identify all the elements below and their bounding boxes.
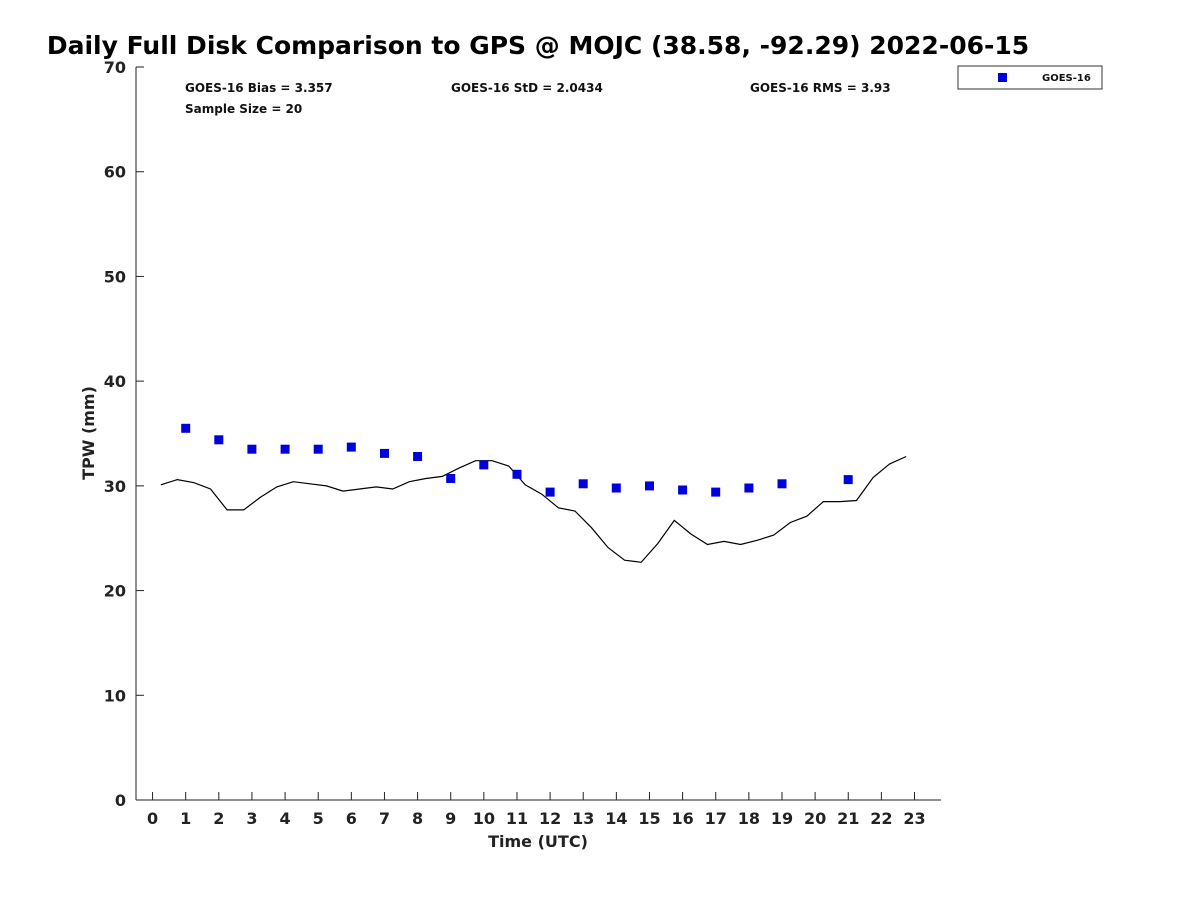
goes16-point-9 [479, 460, 489, 470]
legend-box [957, 65, 1103, 90]
x-tick-label-16: 16 [671, 809, 693, 828]
bias-stat: GOES-16 Bias = 3.357 [185, 81, 333, 95]
y-tick-label-40: 40 [104, 372, 126, 391]
y-tick-label-20: 20 [104, 582, 126, 601]
rms-stat: GOES-16 RMS = 3.93 [750, 81, 891, 95]
x-tick-label-5: 5 [313, 809, 324, 828]
x-tick-label-17: 17 [705, 809, 727, 828]
x-tick-label-4: 4 [280, 809, 291, 828]
x-ticks: 0 1 2 3 4 5 6 7 8 9 10 11 12 13 14 15 16 17 18 19 20 21 22 23 [147, 792, 926, 828]
x-tick-label-21: 21 [837, 809, 859, 828]
x-axis-label: Time (UTC) [488, 832, 588, 851]
goes16-point-3 [280, 444, 290, 454]
x-tick-label-9: 9 [445, 809, 456, 828]
x-tick-label-11: 11 [506, 809, 528, 828]
y-axis-label: TPW (mm) [79, 386, 98, 480]
std-stat: GOES-16 StD = 2.0434 [451, 81, 603, 95]
goes16-point-2 [247, 444, 257, 454]
x-tick-label-12: 12 [539, 809, 561, 828]
goes16-point-5 [346, 442, 356, 452]
x-tick-label-1: 1 [180, 809, 191, 828]
y-tick-label-70: 70 [104, 58, 126, 77]
x-tick-label-22: 22 [870, 809, 892, 828]
x-tick-label-13: 13 [572, 809, 594, 828]
goes16-point-13 [611, 483, 621, 493]
x-tick-label-20: 20 [804, 809, 826, 828]
goes16-point-16 [711, 487, 721, 497]
x-tick-label-8: 8 [412, 809, 423, 828]
y-tick-label-30: 30 [104, 477, 126, 496]
goes16-points [181, 423, 853, 497]
x-tick-label-0: 0 [147, 809, 158, 828]
goes16-point-12 [578, 479, 588, 489]
y-tick-label-10: 10 [104, 686, 126, 705]
goes16-point-19 [843, 475, 853, 485]
sample-size-stat: Sample Size = 20 [185, 102, 302, 116]
goes16-point-4 [313, 444, 323, 454]
goes16-point-8 [446, 474, 456, 483]
gps-tpw-line [160, 455, 907, 563]
x-tick-label-2: 2 [213, 809, 224, 828]
y-tick-label-60: 60 [104, 163, 126, 182]
gps-line-layer [160, 455, 907, 563]
legend-label: GOES-16 [1042, 73, 1091, 84]
x-tick-label-7: 7 [379, 809, 390, 828]
x-tick-label-15: 15 [638, 809, 660, 828]
goes16-point-6 [380, 448, 389, 458]
goes16-point-11 [545, 487, 555, 497]
x-tick-label-14: 14 [605, 809, 627, 828]
legend-marker [998, 73, 1007, 82]
legend: GOES-16 [957, 65, 1103, 90]
goes16-point-14 [645, 481, 654, 491]
goes16-point-10 [512, 469, 522, 479]
y-tick-label-50: 50 [104, 267, 126, 286]
goes16-point-1 [214, 435, 224, 445]
x-tick-label-19: 19 [771, 809, 793, 828]
y-tick-label-0: 0 [115, 791, 126, 810]
x-tick-label-18: 18 [738, 809, 760, 828]
x-tick-label-23: 23 [903, 809, 925, 828]
y-ticks: 0 10 20 30 40 50 60 70 [104, 58, 144, 810]
goes16-point-18 [777, 479, 787, 489]
x-tick-label-6: 6 [346, 809, 357, 828]
goes16-point-17 [744, 483, 754, 493]
chart-title: Daily Full Disk Comparison to GPS @ MOJC… [47, 31, 1029, 60]
x-tick-label-3: 3 [246, 809, 257, 828]
goes16-point-7 [413, 452, 423, 461]
goes16-point-0 [181, 423, 191, 433]
goes16-point-15 [678, 485, 688, 495]
x-tick-label-10: 10 [473, 809, 495, 828]
